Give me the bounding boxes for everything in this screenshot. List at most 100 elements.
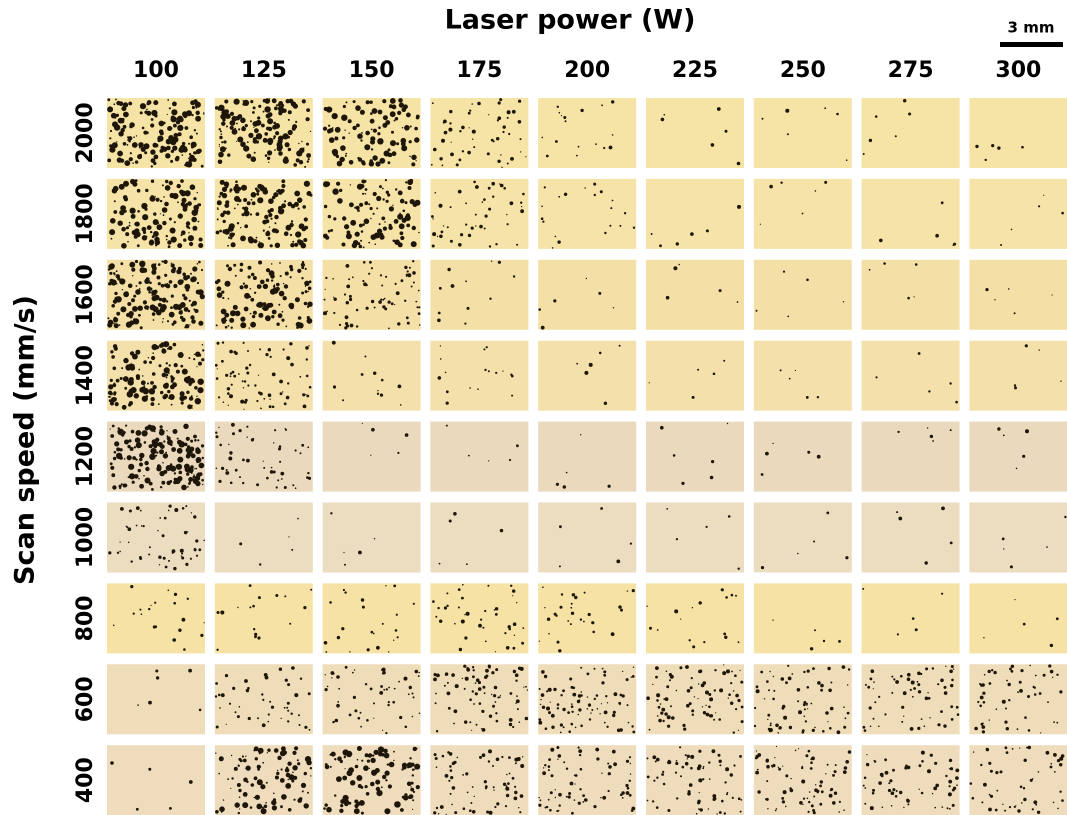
pore xyxy=(194,354,195,355)
pore xyxy=(440,345,441,346)
pore xyxy=(216,468,218,470)
pore xyxy=(331,677,332,678)
pore xyxy=(690,755,694,759)
pore xyxy=(949,670,953,674)
column-label: 300 xyxy=(995,58,1041,83)
pore xyxy=(110,350,113,353)
pore xyxy=(561,593,563,595)
pore xyxy=(265,231,270,236)
pore xyxy=(498,101,501,104)
pore xyxy=(252,201,256,205)
pore xyxy=(288,148,291,151)
pore xyxy=(343,552,344,553)
pore xyxy=(268,112,273,117)
pore xyxy=(363,261,366,264)
pore xyxy=(263,398,265,400)
pore xyxy=(283,283,284,284)
pore xyxy=(309,386,312,389)
pore xyxy=(151,448,157,454)
pore xyxy=(242,380,244,382)
pore xyxy=(522,627,524,629)
pore xyxy=(302,205,306,209)
pore xyxy=(355,765,359,769)
pore xyxy=(520,138,522,140)
pore xyxy=(506,774,508,776)
pore xyxy=(499,98,502,101)
page: Laser power (W) 3 mm Scan speed (mm/s) 1… xyxy=(0,0,1067,815)
pore xyxy=(371,129,373,131)
pore xyxy=(434,753,437,756)
pore xyxy=(139,261,145,267)
pore xyxy=(202,349,204,351)
pore xyxy=(783,716,787,720)
pore xyxy=(668,760,671,763)
pore xyxy=(159,564,160,565)
pore xyxy=(383,749,388,754)
pore xyxy=(895,795,898,798)
pore xyxy=(168,245,171,248)
pore xyxy=(387,763,389,765)
pore xyxy=(183,238,186,241)
pore xyxy=(180,391,185,396)
pore xyxy=(384,753,390,759)
pore xyxy=(915,628,918,631)
pore xyxy=(291,101,296,106)
pore xyxy=(847,684,848,685)
pore xyxy=(388,226,392,230)
pore xyxy=(238,128,240,130)
pore xyxy=(711,143,715,147)
pore xyxy=(329,601,332,604)
pore xyxy=(166,465,172,471)
pore xyxy=(243,185,245,187)
pore xyxy=(177,440,182,445)
pore xyxy=(608,790,610,792)
pore xyxy=(834,792,837,795)
pore xyxy=(576,155,578,157)
pore xyxy=(233,305,238,310)
pore xyxy=(614,692,618,696)
pore xyxy=(385,771,390,776)
pore xyxy=(155,625,158,628)
pore xyxy=(442,165,444,167)
pore xyxy=(492,765,494,767)
pore xyxy=(884,713,886,715)
pore xyxy=(157,530,158,531)
pore xyxy=(563,761,565,763)
pore xyxy=(432,600,435,603)
tile-background xyxy=(215,503,313,573)
pore xyxy=(1057,759,1060,762)
pore xyxy=(383,227,387,231)
pore xyxy=(462,774,464,776)
pore xyxy=(162,373,167,378)
pore xyxy=(482,686,485,689)
micrograph-tile xyxy=(646,583,744,653)
pore xyxy=(829,794,833,798)
pore xyxy=(548,765,551,768)
pore xyxy=(278,208,284,214)
pore xyxy=(119,551,121,553)
pore xyxy=(436,730,438,732)
pore xyxy=(380,685,383,688)
pore xyxy=(692,714,694,716)
pore xyxy=(110,466,114,470)
pore xyxy=(702,778,704,780)
pore xyxy=(242,207,245,210)
pore xyxy=(291,713,293,715)
pore xyxy=(160,425,163,428)
pore xyxy=(541,693,545,697)
pore xyxy=(388,161,391,164)
micrograph-tile xyxy=(754,98,852,168)
pore xyxy=(703,641,705,643)
pore xyxy=(874,701,876,703)
pore xyxy=(497,160,500,163)
pore xyxy=(942,806,944,808)
micrograph-tile xyxy=(754,422,852,492)
pore xyxy=(262,762,264,764)
pore xyxy=(343,749,349,755)
pore xyxy=(540,699,541,700)
micrograph-tile xyxy=(323,260,421,330)
pore xyxy=(608,772,611,775)
pore xyxy=(655,761,657,763)
tile-background xyxy=(754,260,852,330)
pore xyxy=(698,683,699,684)
